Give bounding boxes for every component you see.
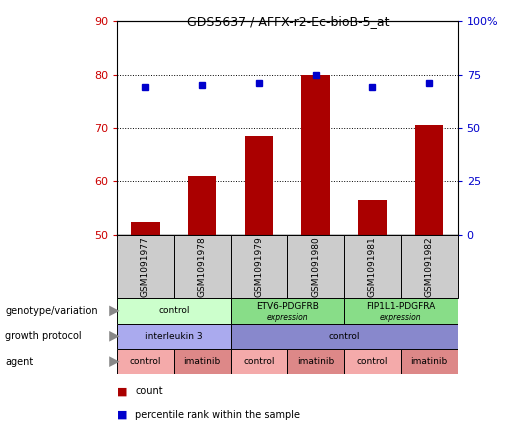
Bar [245,136,273,235]
Bar [344,298,458,324]
Bar [230,235,288,298]
Text: ■: ■ [117,386,127,396]
Text: GSM1091981: GSM1091981 [368,236,377,297]
Text: GDS5637 / AFFX-r2-Ec-bioB-5_at: GDS5637 / AFFX-r2-Ec-bioB-5_at [187,15,390,28]
Text: imatinib: imatinib [184,357,221,366]
Bar [344,235,401,298]
Bar [401,235,458,298]
Bar [287,235,344,298]
Bar [174,235,230,298]
Polygon shape [109,356,120,367]
Bar [344,349,401,374]
Bar [230,298,344,324]
Text: control: control [158,306,189,316]
Bar [401,349,458,374]
Text: ■: ■ [117,409,127,420]
Text: imatinib: imatinib [411,357,448,366]
Bar [117,298,230,324]
Text: expression: expression [266,313,308,322]
Polygon shape [109,305,120,316]
Text: control: control [243,357,275,366]
Text: expression: expression [380,313,422,322]
Bar [117,324,230,349]
Bar [117,349,174,374]
Text: GSM1091980: GSM1091980 [311,236,320,297]
Bar [230,324,458,349]
Text: ETV6-PDGFRB: ETV6-PDGFRB [256,302,319,311]
Text: GSM1091978: GSM1091978 [198,236,206,297]
Text: control: control [357,357,388,366]
Text: GSM1091979: GSM1091979 [254,236,264,297]
Text: imatinib: imatinib [297,357,334,366]
Text: growth protocol: growth protocol [5,331,82,341]
Text: percentile rank within the sample: percentile rank within the sample [135,409,300,420]
Text: FIP1L1-PDGFRA: FIP1L1-PDGFRA [366,302,435,311]
Bar [415,125,444,235]
Text: count: count [135,386,163,396]
Text: control: control [328,332,360,341]
Bar [131,222,160,235]
Bar [188,176,216,235]
Text: control: control [129,357,161,366]
Polygon shape [109,331,120,342]
Text: interleukin 3: interleukin 3 [145,332,203,341]
Text: GSM1091982: GSM1091982 [425,236,434,297]
Text: agent: agent [5,357,33,367]
Text: genotype/variation: genotype/variation [5,306,98,316]
Bar [230,349,288,374]
Bar [287,349,344,374]
Bar [302,74,330,235]
Bar [358,200,387,235]
Bar [174,349,230,374]
Bar [117,235,174,298]
Text: GSM1091977: GSM1091977 [141,236,150,297]
